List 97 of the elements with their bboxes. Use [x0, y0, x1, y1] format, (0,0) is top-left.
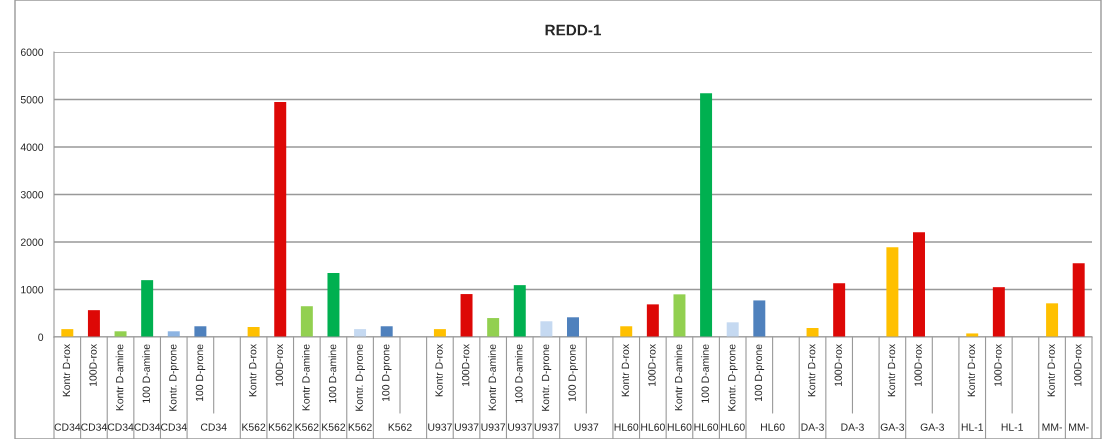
text: HL60	[761, 423, 785, 431]
text: K562	[268, 423, 292, 431]
x-tick-label: 100 D-amine	[328, 344, 337, 403]
text: DA-3	[841, 423, 864, 431]
x-tick-label: Kontr D-amine	[301, 344, 310, 411]
bar	[460, 294, 473, 337]
bar	[300, 306, 313, 337]
text: CD34	[134, 423, 161, 431]
y-tick-label: 6000	[20, 48, 44, 56]
bar	[87, 310, 100, 337]
bar	[646, 304, 659, 337]
x-tick-label: Kontr. D-prone	[541, 344, 552, 411]
text: HL60	[641, 423, 665, 431]
text: K562	[348, 423, 372, 431]
bar	[274, 102, 287, 337]
bar	[673, 294, 686, 337]
bar	[194, 326, 207, 337]
x-tick-label: 100D-rox	[275, 344, 284, 386]
y-tick-label: 1000	[21, 286, 44, 294]
x-tick-label: Kontr D-rox	[435, 344, 443, 397]
bar	[141, 280, 154, 337]
bar	[327, 272, 340, 337]
bar	[992, 287, 1005, 337]
text: K562	[322, 423, 346, 431]
bar	[726, 322, 739, 337]
text: U937	[428, 423, 452, 431]
bar	[833, 283, 846, 337]
text: K562	[388, 423, 412, 431]
x-tick-label: Kontr. D-prone	[169, 344, 179, 411]
x-tick-label: 100D-rox	[461, 344, 470, 386]
bar	[380, 326, 393, 337]
x-tick-label: Kontr D-amine	[674, 344, 683, 411]
x-tick-label: 100 D-prone	[568, 344, 578, 402]
text: GA-3	[880, 423, 905, 431]
text: DA-3	[801, 423, 824, 431]
x-tick-label: 100 D-prone	[754, 344, 765, 402]
x-tick-label: 100 D-amine	[701, 344, 709, 403]
text: MM-	[1069, 423, 1089, 431]
y-tick-label: 4000	[20, 143, 44, 151]
bar	[700, 93, 713, 337]
y-tick-label: 5000	[20, 96, 44, 104]
x-tick-label: Kontr D-rox	[887, 344, 896, 397]
x-tick-label: Kontr D-rox	[967, 344, 976, 397]
bar	[487, 318, 500, 337]
x-tick-label: Kontr D-rox	[62, 344, 71, 397]
x-tick-label: Kontr. D-prone	[355, 344, 365, 411]
x-tick-label: Kontr D-rox	[249, 344, 257, 397]
x-tick-label: Kontr D-rox	[808, 344, 816, 397]
x-tick-label: 100D-rox	[648, 344, 656, 386]
text: CD34	[160, 423, 187, 431]
text: U937	[534, 423, 559, 431]
text: U937	[508, 423, 532, 431]
text: K562	[242, 423, 266, 431]
bar	[1072, 263, 1085, 337]
y-tick-label: 2000	[20, 238, 44, 246]
x-tick-label: 100 D-prone	[382, 344, 392, 402]
text: HL-1	[961, 423, 984, 431]
y-tick-label: 0	[38, 333, 44, 341]
text: CD34	[81, 423, 107, 431]
bar	[247, 326, 260, 337]
x-tick-label: 100D-rox	[834, 344, 842, 386]
x-tick-label: Kontr D-rox	[1047, 344, 1055, 397]
x-tick-label: 100D-rox	[89, 344, 97, 386]
x-tick-label: 100D-rox	[1074, 344, 1082, 386]
y-tick-label: 3000	[20, 191, 44, 199]
chart-title: REDD-1	[545, 24, 602, 36]
bar	[567, 317, 579, 337]
x-tick-label: 100D-rox	[914, 344, 922, 386]
x-tick-label: 100D-rox	[994, 344, 1002, 386]
text: CD34	[54, 423, 81, 431]
text: HL60	[614, 423, 639, 431]
text: HL60	[694, 423, 719, 431]
bar	[540, 321, 553, 337]
bar	[753, 300, 766, 337]
x-tick-label: Kontr D-rox	[621, 344, 630, 397]
x-tick-label: 100 D-amine	[514, 344, 523, 403]
text: U937	[574, 423, 599, 431]
text: GA-3	[920, 423, 945, 431]
bar	[620, 326, 633, 337]
bar	[886, 247, 899, 337]
text: HL-1	[1001, 423, 1023, 431]
bar	[913, 232, 925, 337]
x-tick-label: Kontr D-amine	[115, 344, 124, 411]
text: U937	[481, 423, 506, 431]
x-tick-label: Kontr D-amine	[488, 344, 496, 411]
text: K562	[295, 423, 319, 431]
x-tick-label: Kontr. D-prone	[728, 344, 738, 411]
bar	[513, 285, 526, 337]
x-tick-label: 100 D-amine	[142, 344, 150, 403]
text: HL60	[667, 423, 692, 431]
text: CD34	[107, 423, 134, 431]
text: HL60	[721, 423, 745, 431]
bar	[1046, 303, 1059, 337]
text: CD34	[200, 423, 227, 431]
text: U937	[454, 423, 479, 431]
x-tick-label: 100 D-prone	[195, 344, 206, 402]
text: MM-	[1042, 423, 1063, 431]
